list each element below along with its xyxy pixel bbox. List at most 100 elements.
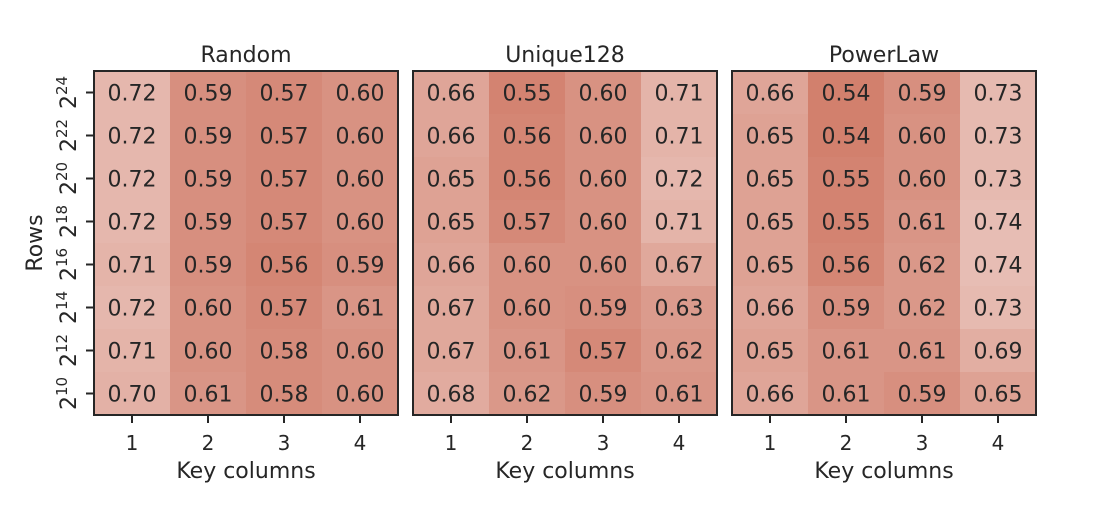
- heatmap-cell: [170, 243, 247, 287]
- heatmap-cell: [884, 372, 961, 416]
- heatmap-cell: [246, 200, 323, 244]
- cell-value-label: 0.65: [427, 168, 476, 193]
- cell-value-label: 0.66: [427, 254, 476, 279]
- heatmap-cell: [413, 71, 490, 115]
- heatmap-cell: [960, 372, 1037, 416]
- heatmap-cell: [94, 200, 171, 244]
- heatmap-cell: [246, 157, 323, 201]
- cell-value-label: 0.60: [336, 82, 385, 107]
- x-tick-label: 2: [521, 431, 534, 455]
- cell-value-label: 0.59: [184, 254, 233, 279]
- cell-value-label: 0.60: [579, 82, 628, 107]
- cell-value-label: 0.57: [579, 340, 628, 365]
- heatmap-cell: [489, 243, 566, 287]
- cell-value-label: 0.60: [503, 254, 552, 279]
- cell-value-label: 0.56: [260, 254, 309, 279]
- heatmap-panel-powerlaw: 0.66 0.54 0.59 0.73 0.65 0.54 0.60 0.73 0.65 0.55…: [731, 43, 1037, 484]
- x-axis-label: Key columns: [814, 459, 953, 484]
- cell-value-label: 0.62: [898, 297, 947, 322]
- cell-value-label: 0.58: [260, 340, 309, 365]
- heatmap-cell: [884, 286, 961, 330]
- cell-value-label: 0.65: [746, 254, 795, 279]
- cell-value-label: 0.61: [898, 211, 947, 236]
- heatmap-cell: [565, 372, 642, 416]
- cell-value-label: 0.60: [336, 168, 385, 193]
- cell-value-label: 0.60: [336, 211, 385, 236]
- heatmap-cell: [170, 286, 247, 330]
- heatmap-cell: [641, 114, 718, 158]
- cell-value-label: 0.57: [260, 125, 309, 150]
- cell-value-label: 0.60: [336, 340, 385, 365]
- heatmap-cell: [413, 286, 490, 330]
- cell-value-label: 0.71: [108, 254, 157, 279]
- y-tick-base: 2: [57, 138, 82, 152]
- cell-value-label: 0.71: [655, 211, 704, 236]
- x-tick-label: 4: [673, 431, 686, 455]
- x-tick-label: 1: [764, 431, 777, 455]
- heatmap-cell: [322, 329, 399, 373]
- heatmap-cell: [94, 286, 171, 330]
- heatmap-cell: [884, 71, 961, 115]
- cell-value-label: 0.71: [655, 125, 704, 150]
- x-tick-label: 3: [278, 431, 291, 455]
- panel-title: Random: [200, 43, 291, 68]
- y-tick-exponent: 12: [53, 334, 71, 353]
- heatmap-cell: [94, 329, 171, 373]
- y-tick-label: 220: [53, 162, 82, 195]
- cell-value-label: 0.56: [822, 254, 871, 279]
- heatmap-cell: [94, 157, 171, 201]
- x-tick-label: 2: [202, 431, 215, 455]
- cell-value-label: 0.61: [336, 297, 385, 322]
- x-tick-label: 4: [992, 431, 1005, 455]
- heatmap-cell: [808, 243, 885, 287]
- cell-value-label: 0.60: [898, 168, 947, 193]
- panel-frame: [412, 70, 718, 416]
- heatmap-cell: [413, 372, 490, 416]
- cell-value-label: 0.66: [427, 82, 476, 107]
- heatmap-cell: [413, 243, 490, 287]
- cell-value-label: 0.59: [898, 383, 947, 408]
- heatmap-cell: [641, 71, 718, 115]
- heatmap-cell: [884, 200, 961, 244]
- heatmap-cell: [641, 372, 718, 416]
- cell-value-label: 0.74: [974, 254, 1023, 279]
- heatmap-cell: [322, 286, 399, 330]
- y-tick-exponent: 18: [53, 205, 71, 224]
- cell-value-label: 0.72: [108, 168, 157, 193]
- y-tick-exponent: 20: [53, 162, 71, 181]
- heatmap-cell: [246, 372, 323, 416]
- heatmap-cell: [322, 114, 399, 158]
- cell-value-label: 0.61: [898, 340, 947, 365]
- cell-value-label: 0.59: [898, 82, 947, 107]
- heatmap-cell: [808, 71, 885, 115]
- cell-value-label: 0.68: [427, 383, 476, 408]
- x-tick-label: 4: [354, 431, 367, 455]
- y-tick-exponent: 22: [53, 119, 71, 138]
- heatmap-cell: [246, 329, 323, 373]
- cell-value-label: 0.66: [427, 125, 476, 150]
- y-tick-label: 218: [53, 205, 82, 238]
- y-tick-exponent: 14: [53, 291, 71, 310]
- cell-value-label: 0.60: [579, 211, 628, 236]
- heatmap-cell: [641, 329, 718, 373]
- heatmap-cell: [246, 286, 323, 330]
- cell-value-label: 0.57: [260, 82, 309, 107]
- cell-value-label: 0.57: [260, 297, 309, 322]
- cell-value-label: 0.74: [974, 211, 1023, 236]
- x-axis-label: Key columns: [495, 459, 634, 484]
- heatmap-cell: [489, 157, 566, 201]
- svg-text:216: 216: [53, 248, 82, 281]
- svg-text:212: 212: [53, 334, 82, 367]
- cell-value-label: 0.73: [974, 82, 1023, 107]
- cell-value-label: 0.66: [746, 82, 795, 107]
- heatmap-cell: [170, 71, 247, 115]
- cell-value-label: 0.72: [108, 82, 157, 107]
- y-axis-label: Rows: [23, 214, 48, 271]
- cell-value-label: 0.73: [974, 125, 1023, 150]
- heatmap-cell: [808, 200, 885, 244]
- cell-value-label: 0.65: [746, 168, 795, 193]
- cell-value-label: 0.54: [822, 82, 871, 107]
- cell-value-label: 0.67: [427, 297, 476, 322]
- y-tick-exponent: 10: [53, 377, 71, 396]
